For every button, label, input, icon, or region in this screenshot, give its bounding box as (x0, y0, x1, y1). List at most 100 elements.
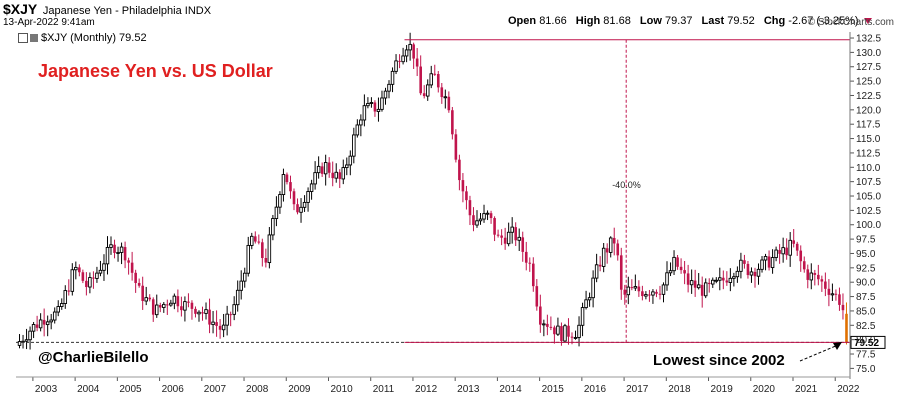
open-label: Open (508, 15, 537, 27)
candle-body-up (204, 309, 208, 314)
candle-body-down (514, 227, 517, 241)
candle-body-down (623, 289, 627, 295)
candle-body-down (806, 269, 810, 280)
candle-body-down (676, 257, 679, 267)
candle-body-up (756, 268, 761, 277)
y-tick-label: 87.5 (856, 292, 876, 303)
ohlc-readout: Open 81.66 High 81.68 Low 79.37 Last 79.… (508, 15, 872, 27)
candle-body-up (668, 270, 673, 274)
candle-body-down (725, 280, 729, 283)
candle-body-down (693, 280, 697, 288)
candle-body-up (506, 231, 511, 245)
candle-body-up (345, 164, 349, 169)
candle-body-up (387, 83, 391, 92)
x-tick-label: 2013 (457, 384, 480, 395)
symbol-title: $XJY Japanese Yen - Philadelphia INDX (3, 1, 211, 17)
candle-body-down (641, 291, 644, 297)
candle-body-down (190, 302, 194, 309)
candle-body-up (366, 102, 370, 107)
candle-body-down (451, 110, 454, 135)
candle-body-up (781, 247, 785, 255)
candle-body-up (56, 306, 60, 313)
candle-body-down (521, 237, 525, 252)
candle-body-down (461, 180, 465, 192)
x-tick-label: 2017 (626, 384, 649, 395)
candle-body-down (67, 290, 71, 292)
candle-body-down (141, 285, 144, 302)
candle-body-down (539, 306, 542, 325)
candle-body-up (250, 235, 254, 246)
candle-body-down (398, 60, 401, 62)
y-tick-label: 122.5 (856, 91, 881, 102)
candle-body-down (180, 306, 183, 311)
candle-body-up (49, 319, 53, 323)
x-tick-label: 2003 (35, 384, 58, 395)
candle-body-down (802, 261, 806, 270)
candle-body-down (331, 172, 335, 179)
last-value: 79.52 (727, 15, 755, 27)
candle-body-down (648, 294, 651, 296)
candle-body-up (475, 220, 479, 226)
candle-body-down (447, 96, 451, 111)
low-label: Low (639, 15, 662, 27)
candle-body-up (274, 206, 279, 219)
open-value: 81.66 (539, 15, 567, 27)
high-value: 81.68 (603, 15, 631, 27)
legend-swatch-icon (18, 33, 28, 44)
candle-body-down (619, 255, 623, 290)
candle-body-up (348, 155, 353, 166)
x-tick-label: 2019 (711, 384, 734, 395)
candle-body-down (679, 266, 683, 271)
candle-body-up (313, 172, 317, 185)
candle-body-down (637, 286, 641, 292)
x-tick-label: 2004 (77, 384, 100, 395)
candle-body-down (81, 272, 85, 281)
candle-body-down (320, 166, 324, 174)
candle-body-up (788, 239, 792, 256)
candle-body-up (401, 55, 405, 63)
candle-body-up (109, 244, 113, 248)
candle-body-up (478, 218, 483, 222)
candle-body-up (95, 272, 99, 279)
candle-body-up (408, 43, 412, 51)
reference-lines: -40.0% 79.52 (16, 39, 886, 349)
candle-body-up (774, 249, 778, 259)
y-tick-label: 125.0 (856, 77, 881, 88)
last-label: Last (701, 15, 725, 27)
candle-body-up (383, 90, 388, 99)
chg-value: -2.67 (-3.25%) (788, 15, 859, 27)
candle-body-down (827, 288, 831, 295)
candle-body-up (271, 218, 275, 236)
chg-label: Chg (763, 15, 786, 27)
x-tick-label: 2007 (204, 384, 227, 395)
candle-body-up (235, 289, 240, 306)
candle-body-down (493, 218, 496, 235)
candle-body-down (838, 294, 841, 305)
x-tick-label: 2008 (246, 384, 269, 395)
down-triangle-icon (863, 18, 872, 25)
y-tick-label: 90.0 (856, 278, 876, 289)
candle-body-down (503, 237, 507, 244)
candle-body-up (749, 271, 754, 276)
candle-body-down (785, 247, 788, 256)
y-tick-label: 75.0 (856, 364, 876, 375)
candle-body-down (78, 267, 81, 273)
candle-body-up (601, 247, 606, 267)
candle-body-up (429, 73, 433, 86)
candle-body-up (31, 324, 36, 332)
candle-body-down (605, 248, 609, 253)
candle-body-up (119, 246, 124, 253)
candle-body-down (489, 213, 493, 219)
lowest-annotation: Lowest since 2002 (653, 352, 785, 369)
candle-body-up (323, 162, 328, 175)
candle-body-down (549, 326, 553, 328)
candle-body-up (735, 270, 740, 278)
y-tick-label: 102.5 (856, 206, 881, 217)
lowest-arrow (799, 344, 839, 362)
candle-body-down (753, 271, 757, 277)
candle-body-up (608, 237, 613, 253)
chart-header: $XJY Japanese Yen - Philadelphia INDX 13… (0, 0, 900, 30)
candle-body-up (105, 246, 110, 265)
candle-body-up (763, 256, 768, 261)
candle-body-down (176, 296, 180, 307)
